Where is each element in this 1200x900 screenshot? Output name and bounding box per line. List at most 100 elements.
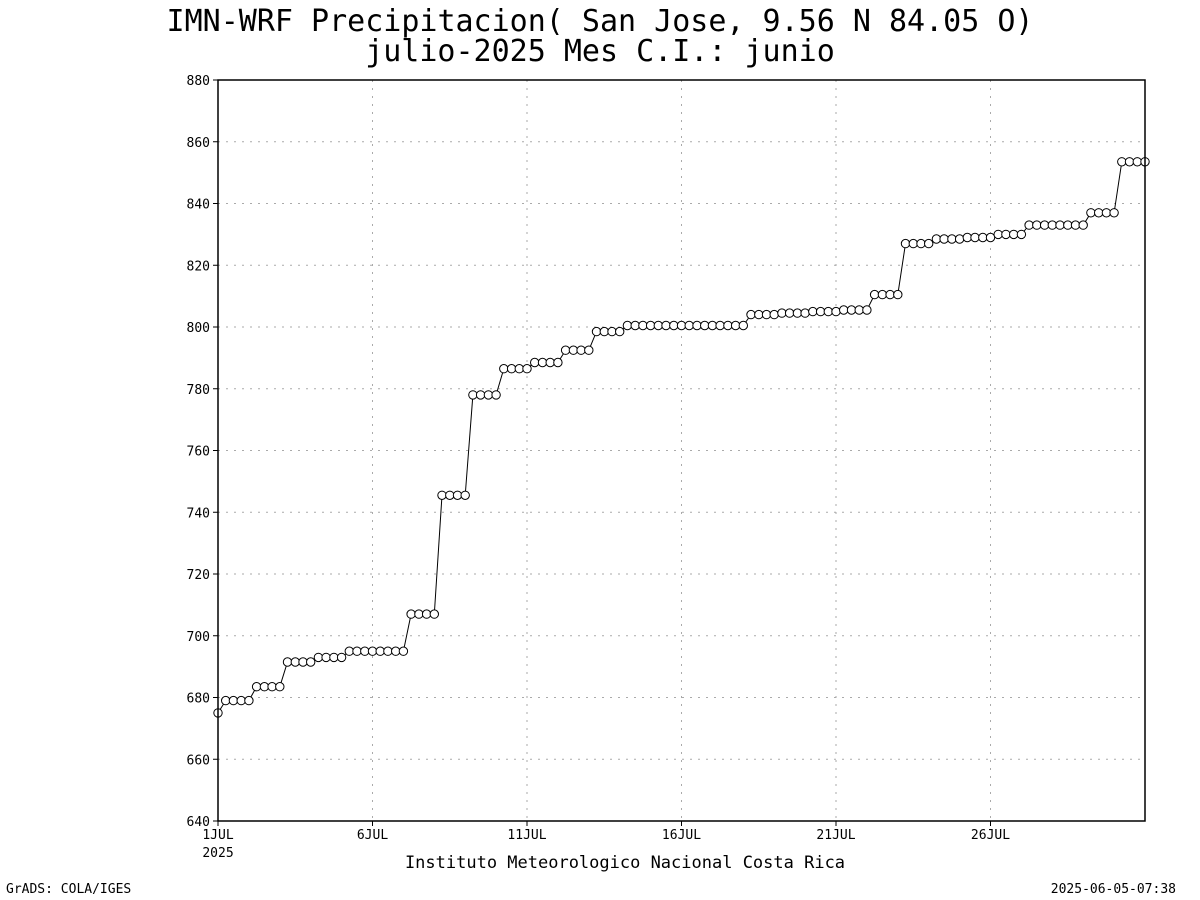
data-point <box>1024 220 1034 230</box>
data-point <box>839 305 849 315</box>
data-point <box>560 345 571 355</box>
data-point <box>275 682 285 692</box>
data-point <box>267 682 277 692</box>
data-point <box>1009 229 1019 240</box>
data-point <box>282 657 293 667</box>
y-tick-label: 680 <box>187 692 210 707</box>
data-point <box>568 345 579 355</box>
data-point <box>576 345 586 355</box>
data-point <box>1132 157 1143 167</box>
x-tick-label: 26JUL <box>971 828 1010 843</box>
data-point <box>715 320 725 331</box>
data-point <box>985 232 996 243</box>
data-point <box>1032 220 1042 230</box>
data-point <box>916 238 926 249</box>
data-point <box>545 357 555 368</box>
y-tick-label: 640 <box>187 815 210 830</box>
data-point <box>707 320 718 331</box>
data-point <box>344 646 354 656</box>
x-tick-sublabel: 2025 <box>202 846 233 861</box>
data-point <box>591 326 602 337</box>
institution-label: Instituto Meteorologico Nacional Costa R… <box>404 853 846 873</box>
x-axis-ticks: 1JUL 2025 6JUL 11JUL 16JUL 21JUL 26JUL <box>202 821 1010 861</box>
data-point <box>823 306 833 317</box>
data-point <box>599 326 609 337</box>
data-point <box>437 490 447 500</box>
data-point <box>854 305 864 315</box>
timestamp: 2025-06-05-07:38 <box>1050 882 1176 897</box>
data-point <box>1109 208 1119 218</box>
data-point <box>800 308 810 318</box>
x-tick-label: 11JUL <box>507 828 546 843</box>
data-point <box>383 646 393 656</box>
data-point <box>460 490 470 500</box>
grid-lines <box>218 80 1145 821</box>
data-point <box>406 609 416 619</box>
data-point <box>352 646 362 656</box>
data-point <box>1117 157 1127 167</box>
data-point <box>468 390 478 400</box>
data-point <box>483 390 494 400</box>
data-point <box>746 309 756 320</box>
series-markers <box>213 157 1150 718</box>
data-point <box>367 646 378 656</box>
x-tick-label: 16JUL <box>662 828 701 843</box>
data-point <box>445 490 455 500</box>
data-point <box>761 309 772 320</box>
data-point <box>537 357 548 368</box>
y-tick-label: 700 <box>187 630 210 645</box>
data-point <box>676 320 687 331</box>
data-point <box>306 657 316 667</box>
y-tick-label: 840 <box>187 198 210 213</box>
data-point <box>908 238 918 249</box>
data-point <box>885 289 895 300</box>
data-point <box>924 238 934 249</box>
y-tick-label: 660 <box>187 753 210 768</box>
data-point <box>475 390 486 400</box>
data-point <box>622 320 633 331</box>
data-point <box>336 652 347 663</box>
data-point <box>321 652 331 663</box>
data-point <box>893 289 903 300</box>
y-tick-label: 860 <box>187 136 210 151</box>
data-point <box>730 320 741 331</box>
data-point <box>993 229 1003 240</box>
data-point <box>954 234 965 244</box>
data-point <box>1094 208 1104 218</box>
data-point <box>251 682 262 692</box>
data-point <box>1086 208 1096 218</box>
y-tick-label: 720 <box>187 568 210 583</box>
data-point <box>792 308 803 318</box>
data-point <box>506 364 517 374</box>
data-point <box>429 609 439 619</box>
data-point <box>970 232 980 243</box>
plot-frame <box>217 79 1146 822</box>
data-point <box>931 234 942 244</box>
series-line-layer <box>217 161 1145 714</box>
data-point <box>1055 220 1065 230</box>
data-point <box>221 695 231 706</box>
data-point <box>684 320 694 331</box>
data-point <box>313 652 324 663</box>
data-point <box>1063 220 1073 230</box>
data-point <box>653 320 663 331</box>
data-point <box>607 326 617 337</box>
data-point <box>514 364 524 374</box>
y-axis-ticks: 640 660 680 700 720 740 760 780 800 820 840 860 880 <box>187 74 218 830</box>
data-point <box>638 320 648 331</box>
data-point <box>939 234 949 244</box>
data-point <box>978 232 988 243</box>
data-point <box>846 305 857 315</box>
data-point <box>947 234 957 244</box>
data-point <box>259 682 270 692</box>
data-point <box>553 357 563 368</box>
data-point <box>522 364 532 374</box>
x-tick-label: 21JUL <box>816 828 855 843</box>
data-point <box>1124 157 1135 167</box>
data-point <box>1039 220 1050 230</box>
x-tick-label: 1JUL <box>202 828 233 843</box>
data-point <box>900 238 911 249</box>
data-point <box>244 695 254 706</box>
data-point <box>298 657 308 667</box>
